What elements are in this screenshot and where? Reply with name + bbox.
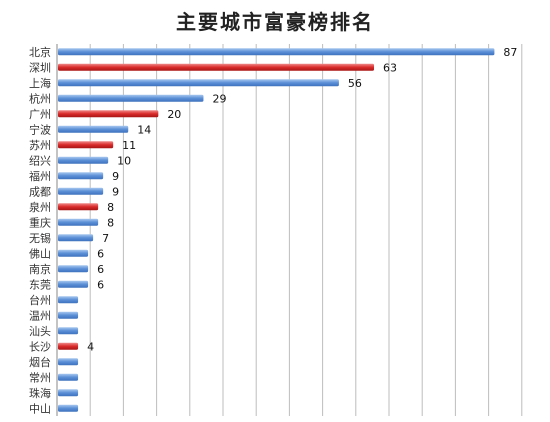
- category-label: 福州: [29, 169, 51, 183]
- bar: [58, 311, 79, 319]
- bar: [58, 218, 99, 226]
- category-label: 汕头: [29, 325, 51, 338]
- category-label: 泉州: [29, 200, 51, 214]
- category-label: 重庆: [29, 215, 51, 229]
- bar: [58, 249, 89, 257]
- bar: [58, 296, 79, 304]
- category-label: 北京: [29, 45, 51, 59]
- value-label: 9: [112, 170, 119, 183]
- category-label: 苏州: [29, 139, 51, 152]
- bar: [58, 404, 79, 412]
- value-label: 29: [212, 92, 226, 105]
- bar: [58, 265, 89, 273]
- value-label: 9: [112, 185, 119, 198]
- category-label: 常州: [29, 371, 51, 384]
- category-label: 广州: [29, 108, 51, 121]
- value-label: 6: [97, 247, 104, 260]
- bar: [58, 280, 89, 288]
- bar: [58, 125, 129, 133]
- category-label: 杭州: [29, 91, 51, 105]
- bar: [58, 79, 339, 87]
- bar-highlight: [58, 110, 159, 118]
- bar: [58, 187, 104, 195]
- category-label: 温州: [29, 309, 51, 322]
- value-label: 6: [97, 278, 104, 291]
- category-label: 中山: [29, 402, 51, 415]
- category-label: 成都: [29, 185, 51, 198]
- category-label: 长沙: [29, 340, 51, 353]
- value-label: 56: [348, 77, 362, 90]
- category-label: 佛山: [29, 247, 51, 260]
- value-label: 8: [107, 201, 114, 214]
- category-label: 东莞: [29, 278, 51, 291]
- category-label: 宁波: [29, 122, 51, 136]
- value-label: 7: [102, 232, 109, 245]
- bar-highlight: [58, 141, 114, 149]
- bar: [58, 48, 495, 56]
- bar-highlight: [58, 342, 79, 350]
- bar: [58, 373, 79, 381]
- bar: [58, 234, 94, 242]
- value-label: 20: [167, 108, 181, 121]
- bar-highlight: [58, 63, 375, 71]
- bar: [58, 156, 109, 164]
- bar-highlight: [58, 203, 99, 211]
- category-label: 南京: [29, 262, 51, 276]
- value-label: 14: [137, 123, 151, 136]
- category-label: 珠海: [29, 386, 51, 400]
- bar: [58, 358, 79, 366]
- bar: [58, 172, 104, 180]
- category-label: 无锡: [29, 231, 51, 245]
- value-label: 10: [117, 154, 131, 167]
- category-label: 绍兴: [29, 153, 51, 167]
- value-label: 87: [503, 46, 517, 59]
- category-label: 烟台: [29, 355, 51, 369]
- category-label: 深圳: [29, 61, 51, 74]
- category-label: 上海: [29, 76, 51, 90]
- chart-title: 主要城市富豪榜排名: [176, 10, 374, 34]
- value-label: 4: [87, 340, 94, 353]
- value-label: 11: [122, 139, 136, 152]
- value-label: 63: [383, 61, 397, 74]
- bar: [58, 94, 204, 102]
- value-label: 8: [107, 216, 114, 229]
- bar: [58, 327, 79, 335]
- value-label: 6: [97, 263, 104, 276]
- bar: [58, 389, 79, 397]
- category-label: 台州: [29, 293, 51, 307]
